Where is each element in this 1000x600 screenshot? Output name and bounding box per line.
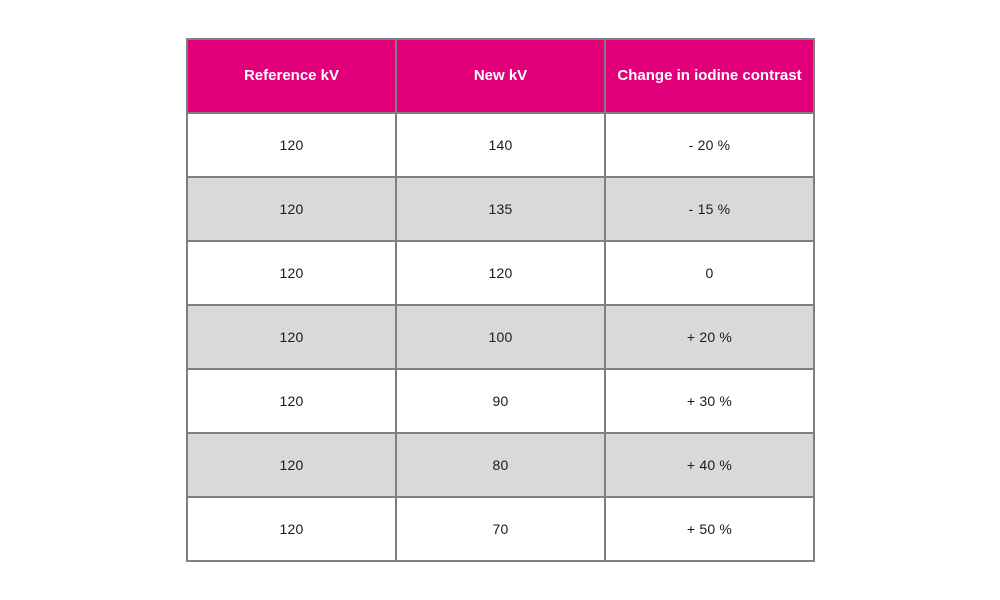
cell-reference-kv: 120	[186, 176, 397, 242]
cell-new-kv: 120	[395, 240, 606, 306]
cell-change-contrast: + 40 %	[604, 432, 815, 498]
cell-reference-kv: 120	[186, 112, 397, 178]
iodine-contrast-table: Reference kV New kV Change in iodine con…	[186, 38, 815, 562]
header-row: Reference kV New kV Change in iodine con…	[186, 38, 815, 114]
column-header-new-kv: New kV	[395, 38, 606, 114]
table-row: 120 140 - 20 %	[186, 112, 815, 178]
table-body: 120 140 - 20 % 120 135 - 15 % 120 120 0 …	[186, 112, 815, 562]
cell-reference-kv: 120	[186, 240, 397, 306]
table-row: 120 100 + 20 %	[186, 304, 815, 370]
cell-reference-kv: 120	[186, 304, 397, 370]
cell-change-contrast: + 20 %	[604, 304, 815, 370]
table-row: 120 90 + 30 %	[186, 368, 815, 434]
iodine-contrast-table-container: Reference kV New kV Change in iodine con…	[186, 38, 815, 562]
table-row: 120 135 - 15 %	[186, 176, 815, 242]
cell-new-kv: 140	[395, 112, 606, 178]
table-row: 120 80 + 40 %	[186, 432, 815, 498]
cell-new-kv: 70	[395, 496, 606, 562]
cell-reference-kv: 120	[186, 496, 397, 562]
cell-new-kv: 90	[395, 368, 606, 434]
cell-new-kv: 100	[395, 304, 606, 370]
cell-change-contrast: 0	[604, 240, 815, 306]
cell-reference-kv: 120	[186, 432, 397, 498]
cell-change-contrast: - 15 %	[604, 176, 815, 242]
table-row: 120 120 0	[186, 240, 815, 306]
cell-change-contrast: + 30 %	[604, 368, 815, 434]
cell-new-kv: 135	[395, 176, 606, 242]
cell-reference-kv: 120	[186, 368, 397, 434]
column-header-reference-kv: Reference kV	[186, 38, 397, 114]
cell-change-contrast: - 20 %	[604, 112, 815, 178]
cell-new-kv: 80	[395, 432, 606, 498]
table-row: 120 70 + 50 %	[186, 496, 815, 562]
cell-change-contrast: + 50 %	[604, 496, 815, 562]
column-header-change-iodine-contrast: Change in iodine contrast	[604, 38, 815, 114]
table-header: Reference kV New kV Change in iodine con…	[186, 38, 815, 114]
